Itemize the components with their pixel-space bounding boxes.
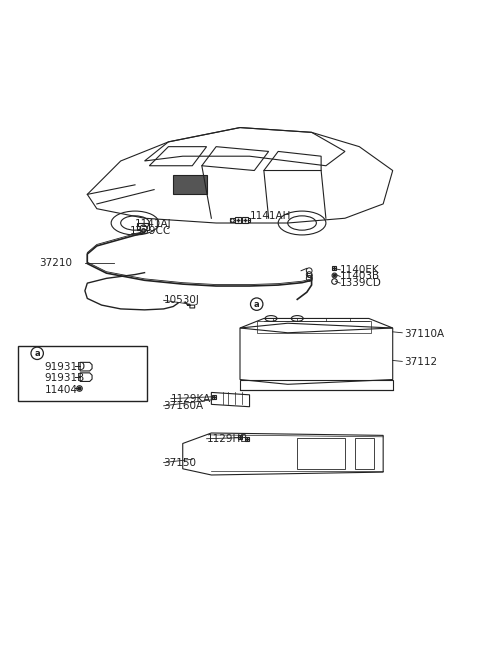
Text: 1129HB: 1129HB	[206, 434, 248, 443]
Bar	[173, 175, 206, 194]
Text: 37210: 37210	[39, 258, 72, 268]
Bar	[257, 321, 371, 333]
Bar	[355, 438, 373, 469]
Text: 91931D: 91931D	[44, 362, 85, 372]
Text: 11404: 11404	[44, 385, 77, 395]
Bar	[137, 223, 149, 230]
Text: 37110A: 37110A	[405, 329, 445, 338]
Bar	[297, 438, 345, 469]
Text: 1141AJ: 1141AJ	[135, 219, 172, 229]
Text: a: a	[254, 300, 260, 308]
Text: 1339CD: 1339CD	[340, 278, 382, 288]
Text: a: a	[35, 349, 40, 358]
Text: 1141AH: 1141AH	[250, 211, 291, 221]
Text: 91931B: 91931B	[44, 373, 84, 383]
Text: 37160A: 37160A	[164, 401, 204, 411]
Text: 1339CC: 1339CC	[130, 226, 171, 236]
Text: 1129KA: 1129KA	[171, 394, 211, 403]
Text: 37150: 37150	[164, 458, 197, 468]
Text: 37112: 37112	[405, 358, 438, 367]
Text: 11403B: 11403B	[340, 272, 380, 281]
Text: 1140EK: 1140EK	[340, 265, 380, 275]
Text: 10530J: 10530J	[164, 295, 200, 305]
